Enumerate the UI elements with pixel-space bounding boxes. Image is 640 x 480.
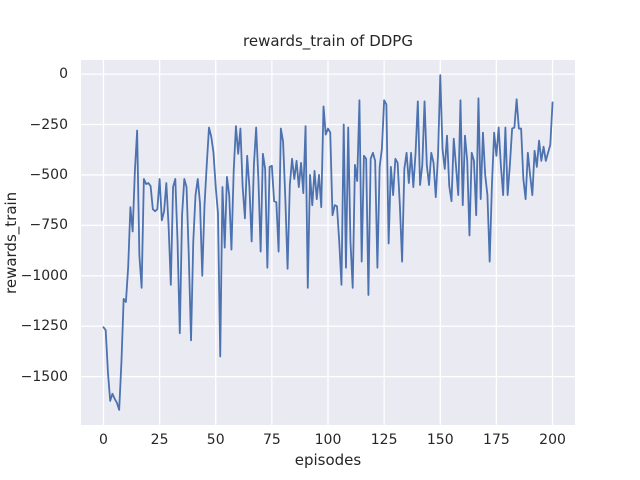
x-tick-label: 25 bbox=[150, 432, 169, 448]
y-tick-label: −250 bbox=[29, 116, 68, 133]
y-tick-label: 0 bbox=[59, 66, 68, 83]
y-tick-label: −1500 bbox=[20, 368, 68, 385]
x-tick-label: 100 bbox=[314, 432, 342, 448]
chart-title: rewards_train of DDPG bbox=[243, 32, 413, 50]
y-tick-label: −1250 bbox=[20, 318, 68, 335]
line-chart-svg bbox=[81, 60, 575, 425]
x-tick-label: 75 bbox=[262, 432, 281, 448]
x-tick-label: 50 bbox=[206, 432, 225, 448]
x-tick-label: 0 bbox=[98, 432, 108, 448]
x-tick-label: 200 bbox=[539, 432, 566, 448]
y-tick-label: −500 bbox=[29, 166, 68, 183]
y-tick-label: −750 bbox=[29, 217, 68, 234]
plot-area bbox=[81, 60, 575, 425]
x-tick-label: 125 bbox=[370, 432, 398, 448]
data-line-rewards_train bbox=[102, 74, 554, 411]
x-tick-label: 150 bbox=[426, 432, 454, 448]
x-axis-label: episodes bbox=[294, 451, 362, 469]
x-tick-label: 175 bbox=[483, 432, 510, 448]
y-tick-label: −1000 bbox=[20, 267, 68, 284]
